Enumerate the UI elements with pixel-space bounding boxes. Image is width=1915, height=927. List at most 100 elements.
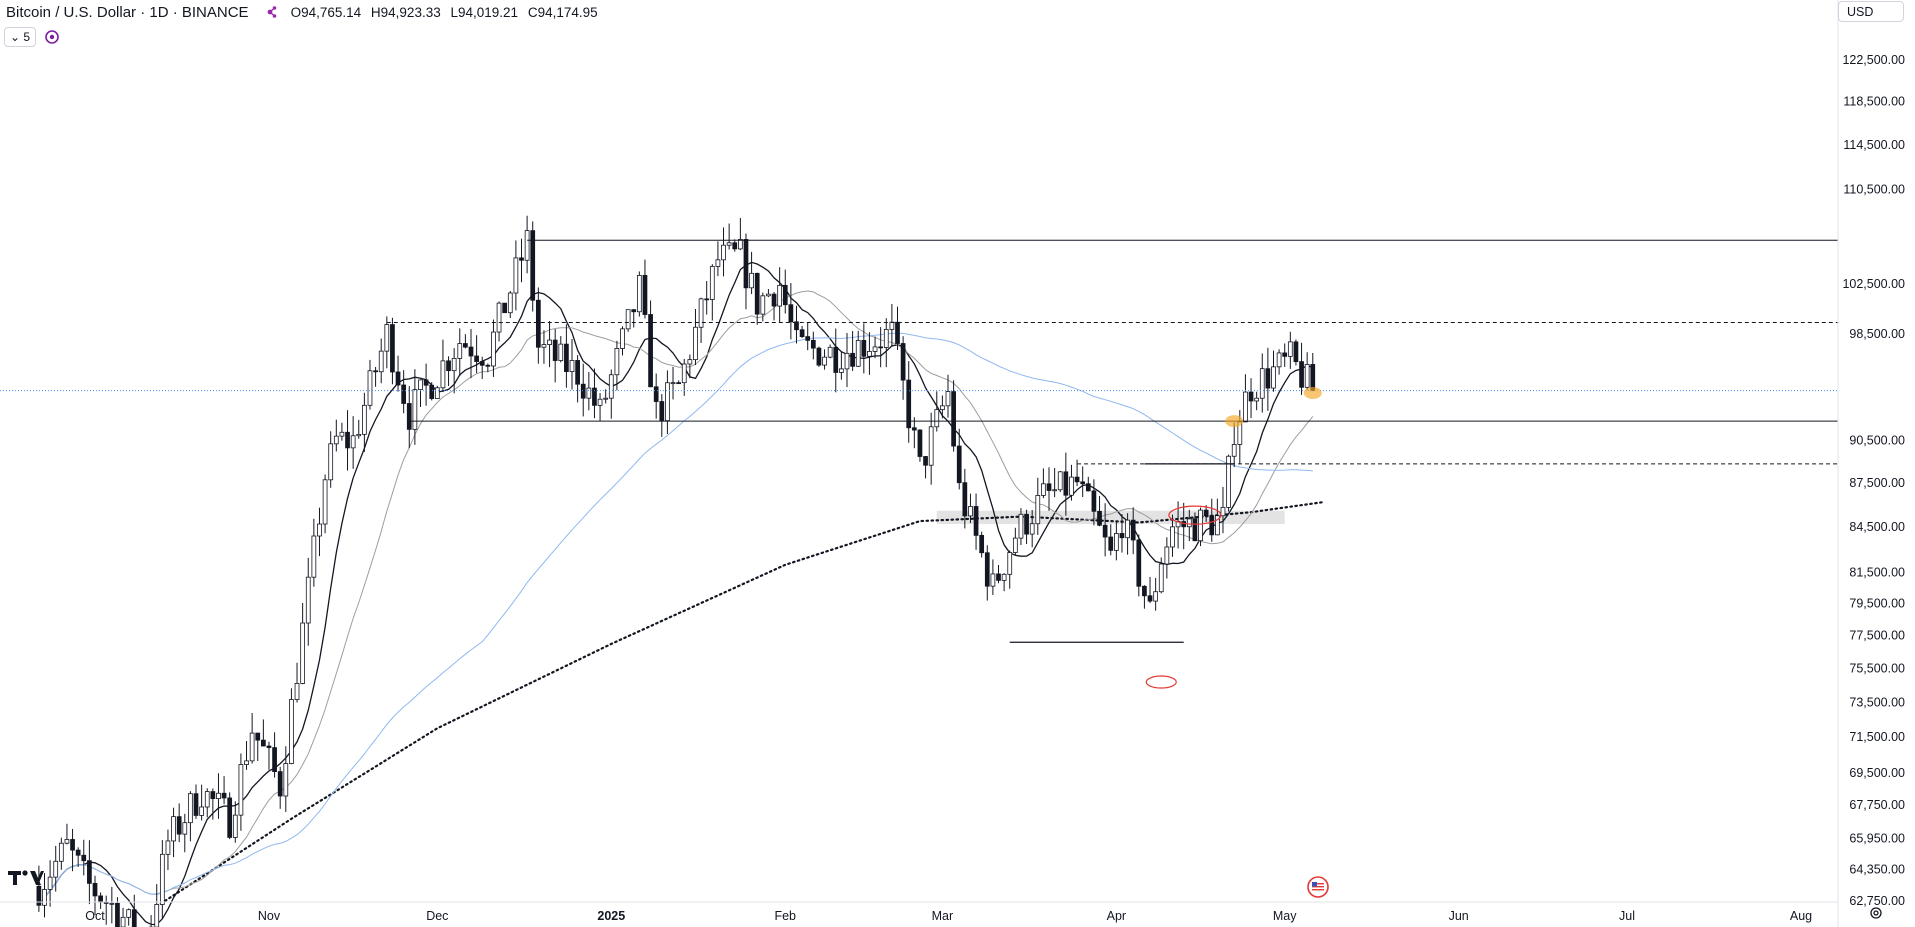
candle-body <box>895 321 900 344</box>
highlight-marker <box>1225 415 1244 428</box>
tradingview-logo-icon[interactable] <box>8 868 44 888</box>
candle-body <box>440 360 446 389</box>
candle-body <box>1254 397 1260 402</box>
candle-body <box>996 573 1001 581</box>
candle-body <box>1271 366 1276 389</box>
candle-body <box>109 902 115 905</box>
candle-body <box>777 284 783 307</box>
candle-body <box>193 793 199 816</box>
candle-body <box>182 822 188 835</box>
us-flag-event-icon[interactable] <box>1307 876 1329 898</box>
candle-body <box>956 445 962 484</box>
candle-body <box>412 389 418 430</box>
candle-body <box>406 403 412 430</box>
y-tick-label: 118,500.00 <box>1843 95 1905 109</box>
candle-body <box>42 889 47 906</box>
candle-body <box>827 346 833 358</box>
candle-body <box>1248 391 1254 402</box>
candle-body <box>165 840 171 855</box>
candle-body <box>1142 585 1147 597</box>
candle-body <box>855 340 861 367</box>
candle-body <box>1041 483 1046 496</box>
candle-body <box>1102 524 1108 538</box>
candle-body <box>1108 536 1114 551</box>
candle-body <box>131 909 137 927</box>
candle-body <box>1035 495 1041 525</box>
candle-body <box>810 339 816 349</box>
candle-body <box>171 816 176 842</box>
candle-body <box>188 793 193 824</box>
y-tick-label: 114,500.00 <box>1843 138 1905 152</box>
ma-line <box>38 261 1314 926</box>
candle-body <box>1057 471 1063 491</box>
currency-selector[interactable]: USD <box>1838 1 1904 22</box>
y-tick-label: 67,750.00 <box>1849 798 1905 812</box>
candle-body <box>575 360 580 385</box>
candle-body <box>1304 364 1310 388</box>
candle-body <box>839 368 844 373</box>
x-tick-label: Aug <box>1790 909 1812 923</box>
candle-body <box>199 806 204 816</box>
candle-body <box>1085 483 1091 492</box>
candle-body <box>1024 513 1029 535</box>
candle-body <box>1113 533 1119 551</box>
candle-body <box>1243 391 1248 423</box>
candle-body <box>940 405 945 411</box>
candle-body <box>451 358 457 372</box>
candle-body <box>558 343 564 361</box>
indicator-badge-icon[interactable] <box>263 5 277 19</box>
candle-body <box>1007 552 1013 575</box>
candle-body <box>390 324 395 373</box>
candle-body <box>1215 515 1220 536</box>
candle-body <box>463 343 468 348</box>
candle-body <box>524 230 530 261</box>
x-tick-label: Apr <box>1107 909 1126 923</box>
candle-body <box>861 340 867 357</box>
candle-body <box>984 552 990 587</box>
candle-body <box>990 573 996 587</box>
candle-body <box>541 344 547 348</box>
candle-body <box>53 860 59 878</box>
candle-body <box>1209 515 1215 536</box>
x-tick-label: Mar <box>932 909 954 923</box>
symbol-title[interactable]: Bitcoin / U.S. Dollar · 1D · BINANCE <box>6 3 249 21</box>
candle-body <box>1164 546 1170 565</box>
candle-body <box>535 299 541 348</box>
candle-body <box>513 257 519 294</box>
candle-body <box>277 771 283 797</box>
x-tick-label: Nov <box>258 909 281 923</box>
price-lines-layer: 106,140.2299,425.5191,923.1688,849.3094,… <box>0 232 1914 472</box>
y-tick-label: 69,500.00 <box>1849 766 1905 780</box>
open-value: O94,765.14 <box>290 4 362 20</box>
indicators-toggle-button[interactable]: ⌄ 5 <box>4 27 37 47</box>
candle-body <box>1259 368 1265 399</box>
y-tick-label: 62,750.00 <box>1849 894 1905 908</box>
candle-body <box>1069 476 1074 496</box>
candle-body <box>665 382 670 422</box>
candle-body <box>227 797 233 838</box>
candle-body <box>204 791 210 808</box>
refresh-icon[interactable] <box>44 29 60 45</box>
x-tick-label: Jul <box>1619 909 1635 923</box>
candle-body <box>1293 341 1299 363</box>
candle-body <box>350 435 356 449</box>
candle-body <box>923 456 928 466</box>
y-tick-label: 75,500.00 <box>1849 662 1905 676</box>
y-tick-label: 98,500.00 <box>1849 327 1905 341</box>
candle-body <box>1074 476 1080 483</box>
candle-body <box>979 534 985 554</box>
candle-body <box>788 304 794 323</box>
settings-gear-icon[interactable] <box>1868 905 1884 921</box>
ma200-dotted-layer <box>155 500 1326 908</box>
candle-body <box>401 384 407 404</box>
candle-body <box>850 352 855 367</box>
candle-body <box>704 298 710 301</box>
indicator-row: ⌄ 5 <box>4 27 60 47</box>
candle-body <box>754 272 760 315</box>
candle-body <box>872 346 878 352</box>
candle-body <box>681 363 687 384</box>
candle-body <box>378 350 384 373</box>
candle-body <box>333 435 339 445</box>
y-tick-label: 87,500.00 <box>1849 476 1905 490</box>
